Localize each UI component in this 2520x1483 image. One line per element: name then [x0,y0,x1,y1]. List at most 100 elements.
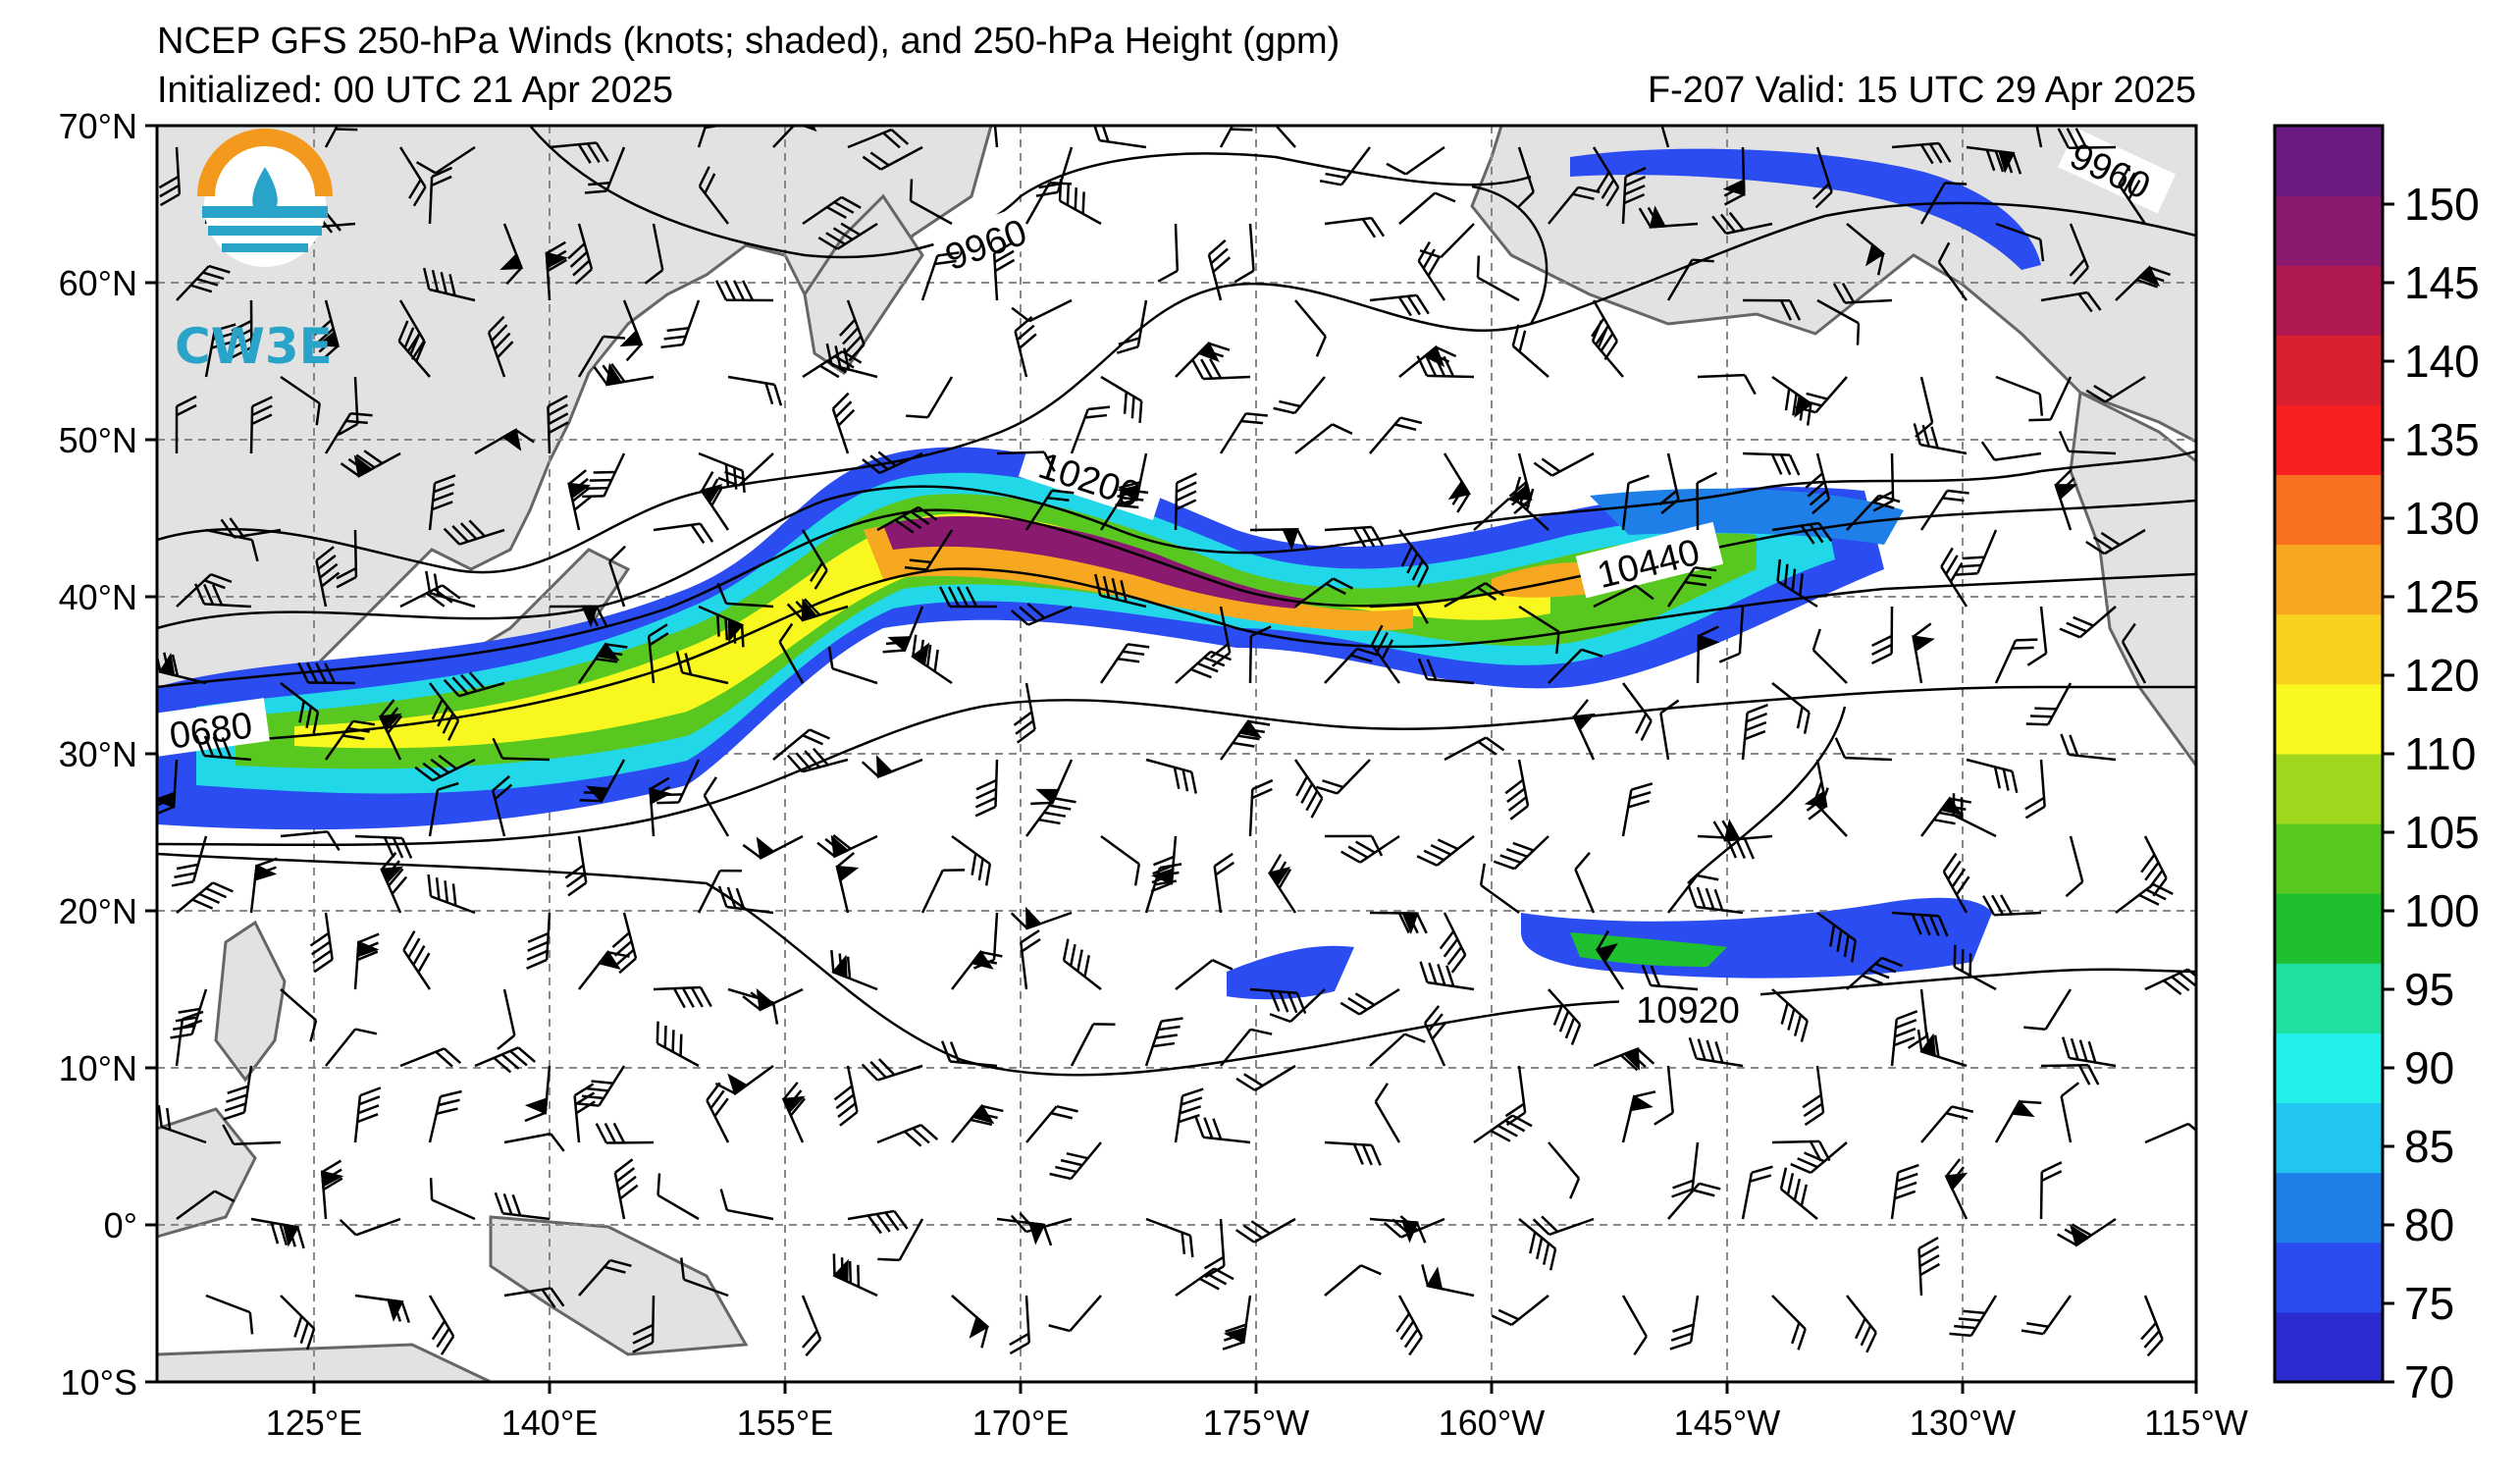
wind-barb [204,323,236,378]
wind-barb [1548,1141,1581,1199]
wind-barb [1210,606,1232,667]
lon-label: 175°W [1203,1403,1309,1443]
wind-barb [503,1287,565,1308]
wind-barb [1009,1295,1031,1355]
wind-barb [492,737,551,762]
colorbar-segment [2275,195,2383,266]
wind-barb [1248,625,1272,684]
colorbar: 70 75 80 85 90 95 100 105 110 120 125 130 135 140 145 1… [2273,124,2480,1407]
wind-barb [1802,1065,1825,1127]
wind-barb [904,529,954,571]
wind-barb [2115,882,2174,914]
wind-barbs [157,126,2196,1357]
wind-barb [1697,373,1757,396]
wind-barb [1995,222,2045,262]
wind-barb [1145,1217,1194,1258]
wind-barb [492,774,513,837]
colorbar-segment [2275,474,2383,546]
wind-barb [1476,255,1520,302]
wind-barb [1621,682,1653,742]
wind-barb [817,222,878,250]
wind-barb [1591,320,1624,378]
wind-barb [1100,834,1141,886]
wind-barb [399,1047,462,1068]
wind-barb [1955,529,1998,576]
wind-barb [613,1158,639,1220]
wind-barb [325,1028,378,1067]
wind-barb [1222,1295,1252,1351]
wind-barb [324,411,373,454]
wind-barb [906,376,954,419]
wind-barb [176,1190,236,1221]
wind-barb [577,335,626,378]
wind-barb [938,586,998,609]
wind-barb [526,912,551,970]
colorbar-segment [2275,893,2383,964]
lat-label: 10°N [59,1048,137,1088]
wind-barb [1374,1083,1401,1143]
wind-barb [940,1040,998,1068]
wind-barb [1473,1114,1533,1144]
wind-barb [2026,606,2048,666]
wind-barb [194,583,252,609]
wind-barb [567,223,594,286]
wind-barb [593,362,655,387]
wind-barb [2057,128,2117,150]
lon-label: 170°E [972,1403,1069,1443]
wind-barb [786,747,849,773]
wind-barb [1324,1140,1382,1166]
wind-barb [336,529,358,589]
wind-barb [653,985,712,1009]
wind-barb [2060,1082,2080,1143]
wind-barb [428,1295,455,1355]
wind-barb [1994,638,2038,684]
wind-barb [653,522,714,545]
colorbar-segment [2275,613,2383,685]
wind-barb [660,299,701,349]
wind-barb [1094,573,1147,609]
wind-barb [649,776,672,837]
wind-barb [309,912,334,974]
wind-barb [1175,959,1234,990]
wind-barb [1315,759,1371,795]
wind-barb [1011,298,1073,323]
wind-barb [1294,423,1353,454]
wind-barb [675,651,729,685]
wind-barb [380,852,408,914]
wind-barb [951,1295,990,1349]
wind-barb [1324,647,1379,684]
wind-barb [1207,238,1232,301]
wind-barb [428,474,456,531]
wind-barb [577,1065,626,1107]
wind-barb [1718,606,1745,663]
wind-barb [1235,1064,1296,1091]
wind-barb [443,519,505,546]
wind-barb [1621,782,1654,837]
wind-barb [1339,987,1400,1016]
wind-barb [231,299,253,359]
wind-barb [1248,778,1274,837]
wind-barb [1771,521,1833,545]
wind-barb [1324,834,1384,857]
wind-barb [717,452,774,487]
wind-barb [1742,298,1802,321]
wind-barb [1516,146,1535,209]
wind-barb [1891,911,1949,937]
wind-barb [802,195,862,226]
wind-barb [1062,938,1102,990]
wind-barb [158,146,182,207]
wind-barb [911,634,953,685]
wind-barb [547,395,569,454]
wind-barb [428,781,459,837]
wind-barb [1966,758,2019,793]
wind-barb [1116,299,1148,354]
wind-barb [1419,961,1475,991]
wind-barb [882,606,924,654]
wind-barb [2140,1295,2164,1357]
wind-barb [474,1046,537,1074]
wind-barb [1722,146,1746,206]
colorbar-segment [2275,1242,2383,1313]
wind-barb [951,834,992,886]
wind-barb [951,949,1003,990]
wind-barb [176,264,231,301]
